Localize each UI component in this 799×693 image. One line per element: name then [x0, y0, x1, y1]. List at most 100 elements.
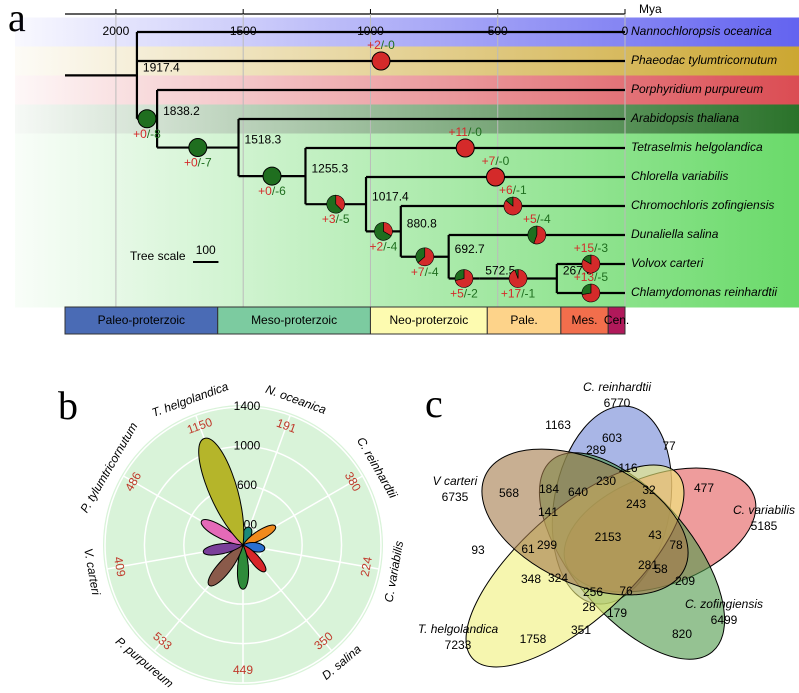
petal [202, 542, 245, 556]
r-tick-label: 1400 [234, 399, 261, 413]
gain-label: +0 [184, 156, 198, 170]
region-count: 324 [548, 571, 568, 585]
gain-label: +5 [523, 212, 537, 226]
loss-label: /-8 [147, 127, 161, 141]
region-count: 351 [571, 623, 591, 637]
region-count: 2153 [595, 530, 622, 544]
era [369, 306, 488, 335]
panel-letter: c [425, 381, 443, 426]
x-tick-label: 2000 [103, 24, 130, 38]
gain-label: +7 [411, 265, 425, 279]
set-total: 6735 [442, 490, 469, 504]
species-label: Chlamydomonas reinhardtii [631, 285, 777, 299]
loss-label: /-4 [383, 240, 397, 254]
node-age: 572.5 [485, 264, 515, 278]
era [217, 306, 371, 335]
region-count: 243 [626, 497, 646, 511]
set-name: V carteri [433, 474, 478, 488]
pie-gain [455, 138, 475, 158]
petal-value: 191 [275, 416, 299, 436]
loss-label: /-1 [521, 287, 535, 301]
gain-loss-label: +11/-0 [448, 125, 482, 139]
gain-loss-label: +7/-4 [411, 265, 439, 279]
gain-label: +2 [367, 38, 381, 52]
node-age: 880.8 [407, 217, 437, 231]
species-band [15, 249, 799, 279]
scale-value: 100 [196, 243, 216, 257]
set-ellipse [481, 448, 689, 596]
gain-loss-label: +0/-7 [184, 156, 212, 170]
pie-loss [188, 138, 208, 158]
loss-label: /-2 [464, 287, 478, 301]
pie-gain [581, 254, 601, 274]
pie-loss [326, 194, 343, 214]
pie-loss [454, 269, 465, 281]
loss-label: /-3 [594, 241, 608, 255]
node-age: 692.7 [455, 242, 485, 256]
gain-loss-label: +15/-3 [574, 241, 609, 255]
era-label: Meso-proterzoic [251, 313, 337, 327]
pie-loss [582, 254, 592, 265]
species-label: Tetraselmis helgolandica [631, 140, 763, 154]
set-total: 5185 [751, 519, 778, 533]
petal [242, 544, 267, 573]
era-label: Paleo-proterzoic [98, 313, 185, 327]
era [486, 306, 562, 335]
set-total: 6770 [604, 396, 631, 410]
region-count: 568 [499, 486, 519, 500]
node-age: 1518.3 [245, 133, 282, 147]
panel-letter: b [58, 383, 78, 428]
x-tick-label: 0 [622, 24, 629, 38]
region-count: 640 [568, 485, 588, 499]
region-count: 281 [638, 558, 658, 572]
region-count: 209 [675, 574, 695, 588]
era [64, 306, 219, 335]
petal [242, 524, 276, 546]
region-count: 299 [537, 538, 557, 552]
pie-gain [417, 247, 435, 267]
region-count: 348 [521, 572, 541, 586]
region-count: 256 [583, 585, 603, 599]
era [607, 306, 626, 335]
petal-value: 449 [233, 663, 253, 677]
era-label: Pale. [510, 313, 537, 327]
spoke [242, 415, 291, 546]
set-name: C. zofingiensis [685, 597, 763, 611]
node-age: 1838.2 [163, 104, 200, 118]
species-band [15, 220, 799, 250]
region-count: 1163 [545, 418, 571, 432]
region-count: 289 [586, 443, 606, 457]
petal [207, 544, 244, 587]
gain-label: +17 [501, 287, 522, 301]
gain-loss-label: +2/-0 [367, 38, 395, 52]
region-count: 116 [618, 461, 637, 475]
pie-loss [137, 109, 157, 129]
species-label: Volvox carteri [631, 256, 704, 270]
species-label: Chromochloris zofingiensis [631, 198, 774, 212]
petal-name: C. variabilis [382, 540, 407, 604]
petal-name: V. carteri [81, 547, 103, 596]
region-count: 184 [539, 482, 559, 496]
gain-label: +15 [574, 241, 595, 255]
gain-loss-label: +2/-4 [370, 240, 398, 254]
gain-loss-label: +13/-5 [574, 270, 609, 284]
gain-label: +11 [448, 125, 468, 139]
pie-loss [581, 283, 592, 295]
set-total: 7233 [445, 638, 472, 652]
era [560, 306, 609, 335]
era-label: Cen. [604, 313, 629, 327]
gain-loss-label: +3/-5 [322, 212, 350, 226]
set-total: 6499 [711, 613, 738, 627]
gain-label: +7 [482, 154, 496, 168]
gain-label: +5 [450, 287, 464, 301]
loss-label: /-5 [594, 270, 608, 284]
loss-label: /-0 [468, 125, 482, 139]
node-age: 1017.4 [372, 189, 409, 203]
gain-label: +2 [370, 240, 384, 254]
gain-label: +0 [258, 184, 272, 198]
region-count: 78 [669, 538, 683, 552]
gain-loss-label: +0/-6 [258, 184, 286, 198]
region-count: 603 [602, 431, 622, 445]
region-count: 141 [538, 505, 558, 519]
region-count: 77 [662, 439, 676, 453]
